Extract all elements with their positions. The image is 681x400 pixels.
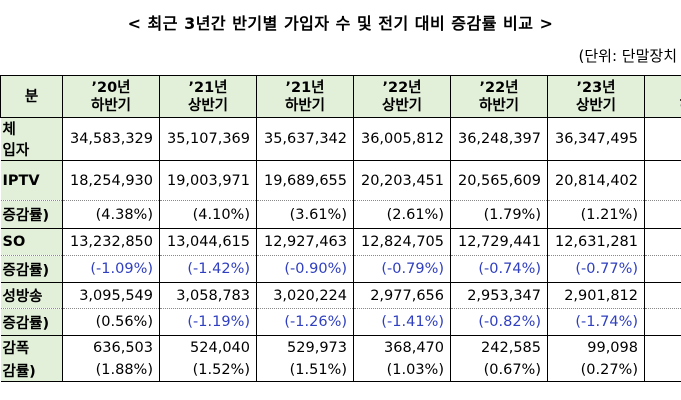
cell: (-1.41%) xyxy=(353,308,451,336)
cell: (4.38%) xyxy=(62,200,160,229)
row-label: 감폭 xyxy=(0,335,63,360)
cell: (-0.77%) xyxy=(547,255,645,283)
table-row: 감률) (1.88%) (1.52%) (1.51%) (1.03%) (0.67%) (0… xyxy=(0,359,681,382)
cell: (-0.74%) xyxy=(450,255,548,283)
cell: (-1.42%) xyxy=(159,255,257,283)
cell: (1.52%) xyxy=(159,359,257,382)
cell: (3.61%) xyxy=(256,200,354,229)
column-header: ’22년 하반기 xyxy=(450,75,548,118)
cell: 36,248,397 xyxy=(450,117,548,161)
title: < 최근 3년간 반기별 가입자 수 및 전기 대비 증감률 비교 > xyxy=(127,14,554,33)
unit-note: (단위: 단말장치 xyxy=(578,47,677,65)
column-header: ’20년 하반기 xyxy=(62,75,160,118)
cell: -3 xyxy=(644,335,681,360)
table-row: IPTV 18,254,930 19,003,971 19,689,655 20,203… xyxy=(0,160,681,201)
cell: 20,92 xyxy=(644,160,681,201)
row-label: IPTV xyxy=(0,160,63,201)
cell: 2,977,656 xyxy=(353,282,451,309)
cell: 242,585 xyxy=(450,335,548,360)
cell: 36,005,812 xyxy=(353,117,451,161)
column-header: 분 xyxy=(0,75,63,118)
header-row: 분 ’20년 하반기 ’21년 상반기 ’21년 하반기 ’22년 상반기 ’22년 하반… xyxy=(0,75,681,118)
cell: 35,637,342 xyxy=(256,117,354,161)
cell: (0.56%) xyxy=(62,308,160,336)
cell: 636,503 xyxy=(62,335,160,360)
table-row: 증감률) (-1.09%) (-1.42%) (-0.90%) (-0.79%) (-0.… xyxy=(0,255,681,283)
row-label: 증감률) xyxy=(0,255,63,283)
cell: 13,044,615 xyxy=(159,228,257,256)
row-label: SO xyxy=(0,228,63,256)
cell: 12,927,463 xyxy=(256,228,354,256)
cell: (-2 xyxy=(644,308,681,336)
cell: 20,814,402 xyxy=(547,160,645,201)
cell: (1.79%) xyxy=(450,200,548,229)
cell: 2,84 xyxy=(644,282,681,309)
cell: (1.03%) xyxy=(353,359,451,382)
cell: 2,901,812 xyxy=(547,282,645,309)
cell: (1.51%) xyxy=(256,359,354,382)
column-header: ’23년 상반기 xyxy=(547,75,645,118)
cell: 36,31 xyxy=(644,117,681,161)
cell: (-0.79%) xyxy=(353,255,451,283)
table-row: 감폭 636,503 524,040 529,973 368,470 242,585 99,… xyxy=(0,335,681,360)
cell: (-0 xyxy=(644,255,681,283)
cell: (0.27%) xyxy=(547,359,645,382)
row-label: 증감률) xyxy=(0,200,63,229)
cell: (4.10%) xyxy=(159,200,257,229)
cell: 3,020,224 xyxy=(256,282,354,309)
table-row: 성방송 3,095,549 3,058,783 3,020,224 2,977,656 2… xyxy=(0,282,681,309)
table-row: 증감률) (0.56%) (-1.19%) (-1.26%) (-1.41%) (-0.8… xyxy=(0,308,681,336)
cell: 19,689,655 xyxy=(256,160,354,201)
cell: 99,098 xyxy=(547,335,645,360)
table-row: SO 13,232,850 13,044,615 12,927,463 12,824,7… xyxy=(0,228,681,256)
table-row: 체 입자 34,583,329 35,107,369 35,637,342 36,005… xyxy=(0,117,681,161)
row-label: 체 입자 xyxy=(0,117,63,161)
column-header: ’22년 상반기 xyxy=(353,75,451,118)
row-label: 성방송 xyxy=(0,282,63,309)
cell: (1.21%) xyxy=(547,200,645,229)
cell: 18,254,930 xyxy=(62,160,160,201)
cell: 12,54 xyxy=(644,228,681,256)
cell: (-0.82%) xyxy=(450,308,548,336)
cell: 34,583,329 xyxy=(62,117,160,161)
cell: 2,953,347 xyxy=(450,282,548,309)
cell: 3,095,549 xyxy=(62,282,160,309)
column-header: ’23 하반 xyxy=(644,75,681,118)
row-label: 증감률) xyxy=(0,308,63,336)
cell: 19,003,971 xyxy=(159,160,257,201)
cell: 12,631,281 xyxy=(547,228,645,256)
column-header: ’21년 상반기 xyxy=(159,75,257,118)
cell: (2.61%) xyxy=(353,200,451,229)
cell: (0 xyxy=(644,200,681,229)
cell: (-1.26%) xyxy=(256,308,354,336)
cell: 20,565,609 xyxy=(450,160,548,201)
column-header: ’21년 하반기 xyxy=(256,75,354,118)
cell: (-0 xyxy=(644,359,681,382)
row-label: 감률) xyxy=(0,359,63,382)
cell: (-1.74%) xyxy=(547,308,645,336)
cell: 529,973 xyxy=(256,335,354,360)
cell: (1.88%) xyxy=(62,359,160,382)
cell: 20,203,451 xyxy=(353,160,451,201)
table-wrap: 분 ’20년 하반기 ’21년 상반기 ’21년 하반기 ’22년 상반기 ’22년 하반… xyxy=(0,75,681,385)
cell: 12,824,705 xyxy=(353,228,451,256)
cell: 35,107,369 xyxy=(159,117,257,161)
cell: 3,058,783 xyxy=(159,282,257,309)
cell: (-1.19%) xyxy=(159,308,257,336)
cell: 12,729,441 xyxy=(450,228,548,256)
cell: (0.67%) xyxy=(450,359,548,382)
cell: 368,470 xyxy=(353,335,451,360)
cell: 36,347,495 xyxy=(547,117,645,161)
cell: (-0.90%) xyxy=(256,255,354,283)
cell: 13,232,850 xyxy=(62,228,160,256)
table-row: 증감률) (4.38%) (4.10%) (3.61%) (2.61%) (1.79%)(… xyxy=(0,200,681,229)
table: 분 ’20년 하반기 ’21년 상반기 ’21년 하반기 ’22년 상반기 ’22년 하반… xyxy=(0,75,681,382)
cell: (-1.09%) xyxy=(62,255,160,283)
cell: 524,040 xyxy=(159,335,257,360)
